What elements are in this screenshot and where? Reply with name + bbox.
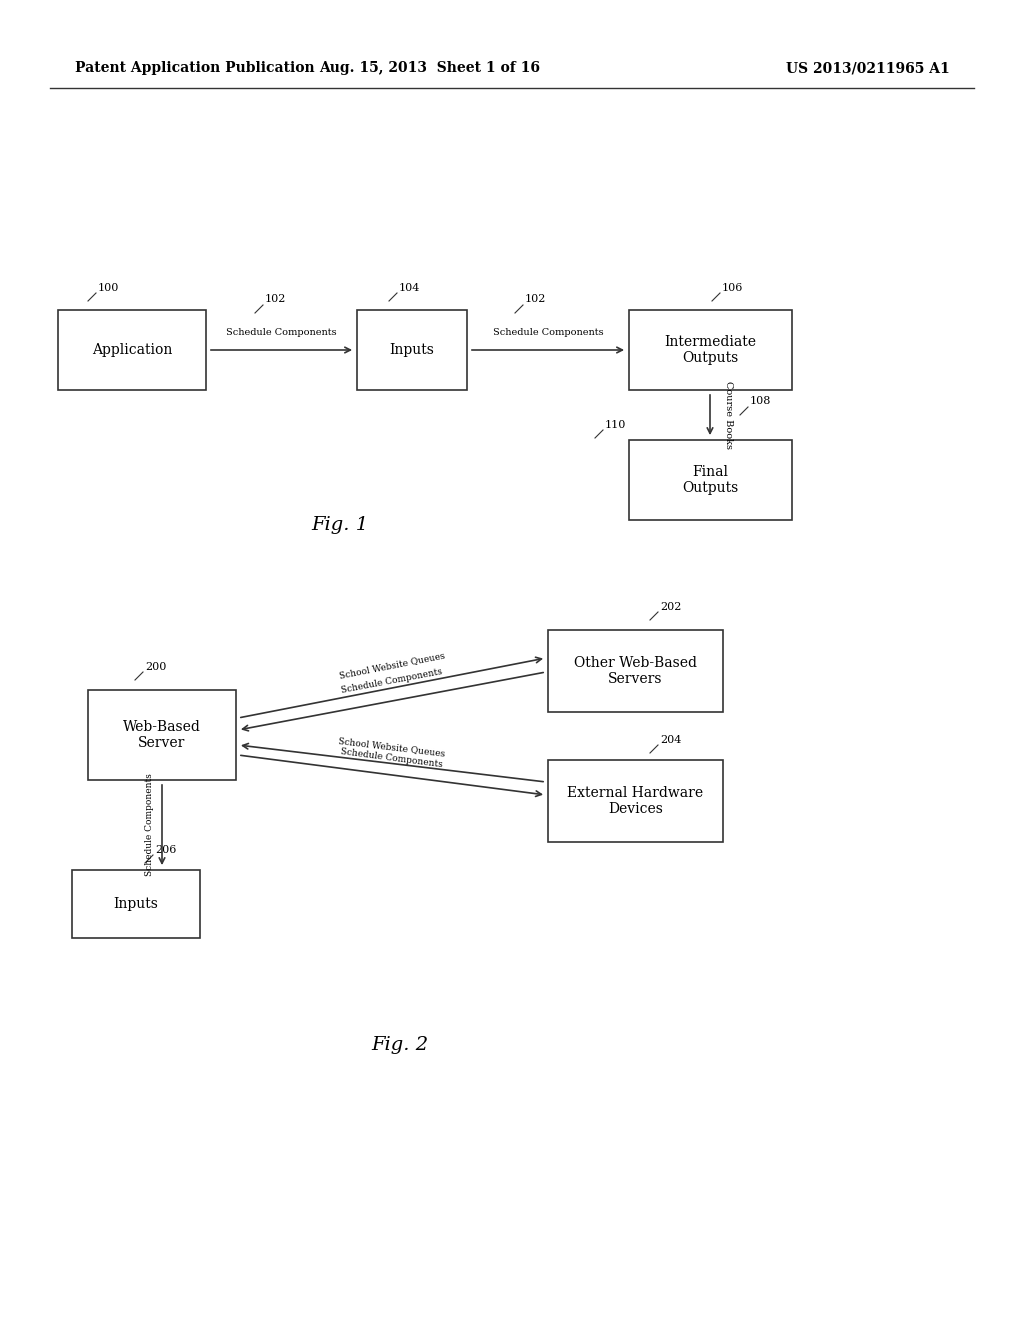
Text: US 2013/0211965 A1: US 2013/0211965 A1: [786, 61, 950, 75]
Text: External Hardware
Devices: External Hardware Devices: [567, 785, 703, 816]
Bar: [58, 310, 206, 389]
Bar: [548, 760, 723, 842]
Text: 204: 204: [660, 735, 681, 744]
Text: Other Web-Based
Servers: Other Web-Based Servers: [574, 656, 697, 686]
Text: Intermediate
Outputs: Intermediate Outputs: [665, 335, 757, 366]
Text: 108: 108: [750, 396, 771, 407]
Text: Fig. 1: Fig. 1: [311, 516, 369, 535]
Text: School Website Queues: School Website Queues: [339, 651, 445, 680]
Text: 102: 102: [265, 294, 287, 304]
Text: Schedule Components: Schedule Components: [225, 327, 336, 337]
Text: Inputs: Inputs: [114, 898, 159, 911]
Text: 110: 110: [605, 420, 627, 430]
Text: Application: Application: [92, 343, 172, 356]
Text: Patent Application Publication: Patent Application Publication: [75, 61, 314, 75]
Text: Course Books: Course Books: [724, 381, 733, 449]
Text: Final
Outputs: Final Outputs: [682, 465, 738, 495]
Bar: [629, 440, 792, 520]
Text: Schedule Components: Schedule Components: [145, 774, 155, 876]
Text: 104: 104: [399, 282, 421, 293]
Bar: [357, 310, 467, 389]
Text: 106: 106: [722, 282, 743, 293]
Text: 200: 200: [145, 663, 166, 672]
Bar: [548, 630, 723, 711]
Text: Schedule Components: Schedule Components: [493, 327, 603, 337]
Text: 202: 202: [660, 602, 681, 612]
Text: Schedule Components: Schedule Components: [340, 747, 443, 770]
Text: Schedule Components: Schedule Components: [341, 667, 443, 696]
Bar: [72, 870, 200, 939]
Text: Fig. 2: Fig. 2: [372, 1036, 429, 1053]
Bar: [88, 690, 236, 780]
Text: 206: 206: [155, 845, 176, 855]
Text: Aug. 15, 2013  Sheet 1 of 16: Aug. 15, 2013 Sheet 1 of 16: [319, 61, 541, 75]
Text: Web-Based
Server: Web-Based Server: [123, 719, 201, 750]
Bar: [629, 310, 792, 389]
Text: School Website Queues: School Website Queues: [338, 735, 445, 758]
Text: 100: 100: [98, 282, 120, 293]
Text: 102: 102: [525, 294, 547, 304]
Text: Inputs: Inputs: [389, 343, 434, 356]
